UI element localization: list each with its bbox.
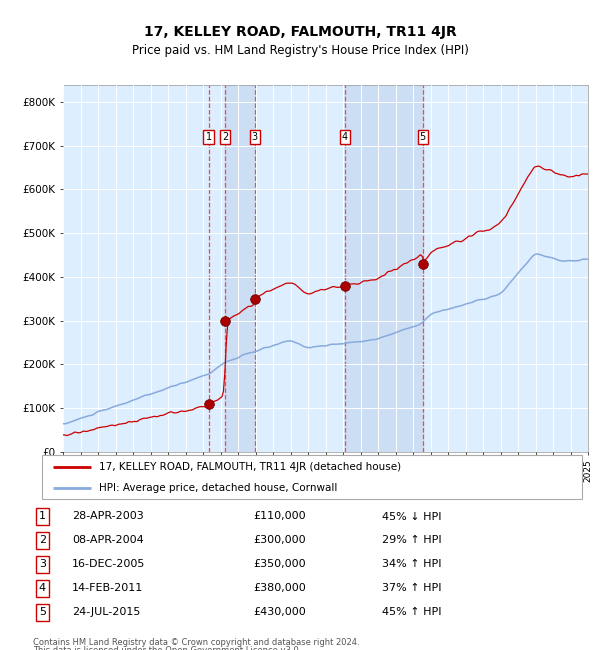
Text: Contains HM Land Registry data © Crown copyright and database right 2024.: Contains HM Land Registry data © Crown c… bbox=[33, 638, 359, 647]
Text: 4: 4 bbox=[39, 584, 46, 593]
Text: 2: 2 bbox=[39, 536, 46, 545]
Text: Price paid vs. HM Land Registry's House Price Index (HPI): Price paid vs. HM Land Registry's House … bbox=[131, 44, 469, 57]
Text: 45% ↑ HPI: 45% ↑ HPI bbox=[382, 608, 441, 617]
Text: 14-FEB-2011: 14-FEB-2011 bbox=[72, 584, 143, 593]
Text: £380,000: £380,000 bbox=[253, 584, 306, 593]
Text: £350,000: £350,000 bbox=[253, 560, 306, 569]
Text: 5: 5 bbox=[419, 132, 426, 142]
Text: HPI: Average price, detached house, Cornwall: HPI: Average price, detached house, Corn… bbox=[98, 483, 337, 493]
Text: 3: 3 bbox=[39, 560, 46, 569]
Text: 4: 4 bbox=[342, 132, 348, 142]
Text: 17, KELLEY ROAD, FALMOUTH, TR11 4JR (detached house): 17, KELLEY ROAD, FALMOUTH, TR11 4JR (det… bbox=[98, 462, 401, 473]
Text: £300,000: £300,000 bbox=[253, 536, 306, 545]
Bar bbox=[225, 84, 255, 452]
Bar bbox=[345, 84, 423, 452]
Text: 37% ↑ HPI: 37% ↑ HPI bbox=[382, 584, 441, 593]
Text: 1: 1 bbox=[206, 132, 212, 142]
Text: 08-APR-2004: 08-APR-2004 bbox=[72, 536, 143, 545]
FancyBboxPatch shape bbox=[42, 455, 582, 499]
Text: 2: 2 bbox=[222, 132, 229, 142]
Text: 34% ↑ HPI: 34% ↑ HPI bbox=[382, 560, 441, 569]
Text: 3: 3 bbox=[252, 132, 258, 142]
Text: This data is licensed under the Open Government Licence v3.0.: This data is licensed under the Open Gov… bbox=[33, 646, 301, 650]
Text: 5: 5 bbox=[39, 608, 46, 617]
Text: £110,000: £110,000 bbox=[253, 512, 306, 521]
Text: 45% ↓ HPI: 45% ↓ HPI bbox=[382, 512, 441, 521]
Text: £430,000: £430,000 bbox=[253, 608, 306, 617]
Text: 16-DEC-2005: 16-DEC-2005 bbox=[72, 560, 145, 569]
Text: 17, KELLEY ROAD, FALMOUTH, TR11 4JR: 17, KELLEY ROAD, FALMOUTH, TR11 4JR bbox=[143, 25, 457, 39]
Text: 29% ↑ HPI: 29% ↑ HPI bbox=[382, 536, 441, 545]
Text: 24-JUL-2015: 24-JUL-2015 bbox=[72, 608, 140, 617]
Text: 1: 1 bbox=[39, 512, 46, 521]
Text: 28-APR-2003: 28-APR-2003 bbox=[72, 512, 143, 521]
